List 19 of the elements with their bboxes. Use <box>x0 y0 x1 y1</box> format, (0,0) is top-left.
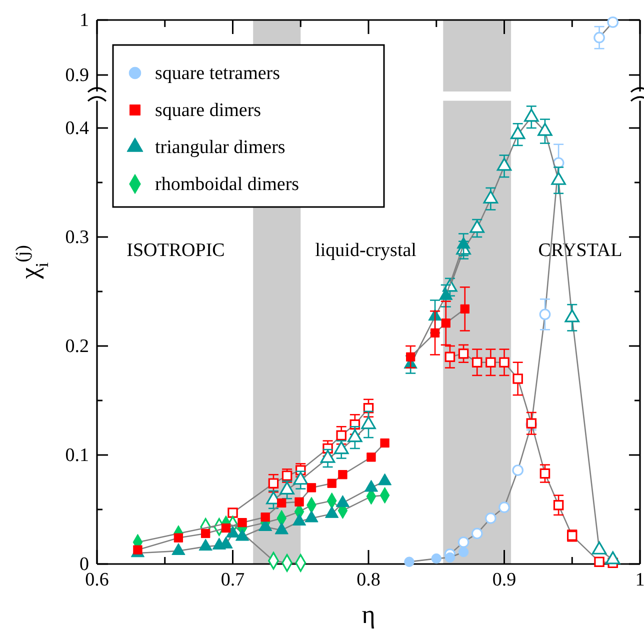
x-tick-label: 0.9 <box>492 569 516 590</box>
x-axis-title: η <box>362 600 376 629</box>
annotation: CRYSTAL <box>538 240 622 261</box>
legend-label: square dimers <box>155 100 262 121</box>
y-tick-label: 0.2 <box>65 336 89 358</box>
y-tick-label: 0.9 <box>65 65 89 86</box>
y-tick-label: 0.4 <box>65 118 90 140</box>
legend-label: triangular dimers <box>155 137 286 158</box>
x-tick-label: 1 <box>635 569 644 590</box>
x-tick-label: 0.7 <box>220 569 245 590</box>
y-tick-label: 1 <box>80 10 89 32</box>
y-tick-label: 0.1 <box>65 445 89 466</box>
x-tick-label: 0.6 <box>85 569 109 590</box>
legend-label: square tetramers <box>155 63 280 84</box>
x-tick-label: 0.8 <box>356 569 380 590</box>
annotation: liquid-crystal <box>315 240 416 261</box>
legend-label: rhomboidal dimers <box>155 174 300 195</box>
y-tick-label: 0.3 <box>65 227 89 248</box>
annotation: ISOTROPIC <box>126 240 225 261</box>
